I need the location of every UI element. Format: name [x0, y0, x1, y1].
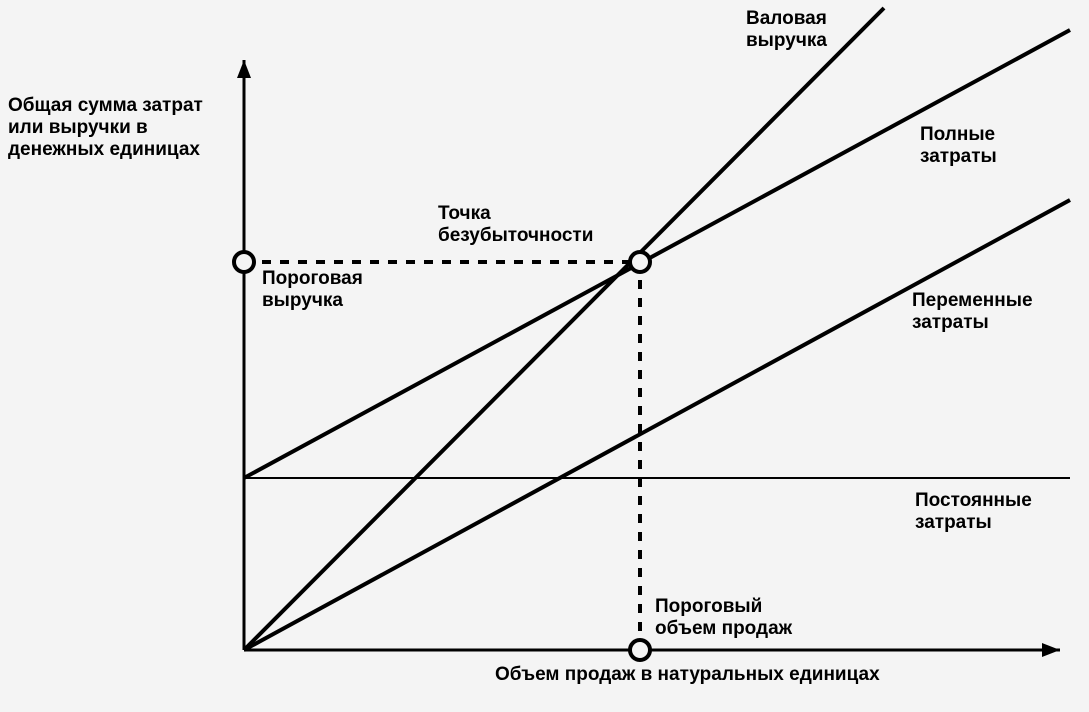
label-revenue-line: Валовая выручка: [746, 8, 827, 52]
label-breakeven-point: Точка безубыточности: [438, 203, 593, 247]
label-fixed-cost: Постоянные затраты: [915, 490, 1032, 534]
label-variable-cost: Переменные затраты: [912, 290, 1033, 334]
label-total-cost: Полные затраты: [920, 124, 997, 168]
breakeven-chart: { "canvas": { "w": 1089, "h": 712, "back…: [0, 0, 1089, 712]
label-y-axis: Общая сумма затрат или выручки в денежны…: [8, 95, 203, 161]
label-x-axis: Объем продаж в натуральных единицах: [495, 664, 880, 686]
label-threshold-vol: Пороговый объем продаж: [655, 596, 792, 640]
label-threshold-rev: Пороговая выручка: [262, 268, 363, 312]
